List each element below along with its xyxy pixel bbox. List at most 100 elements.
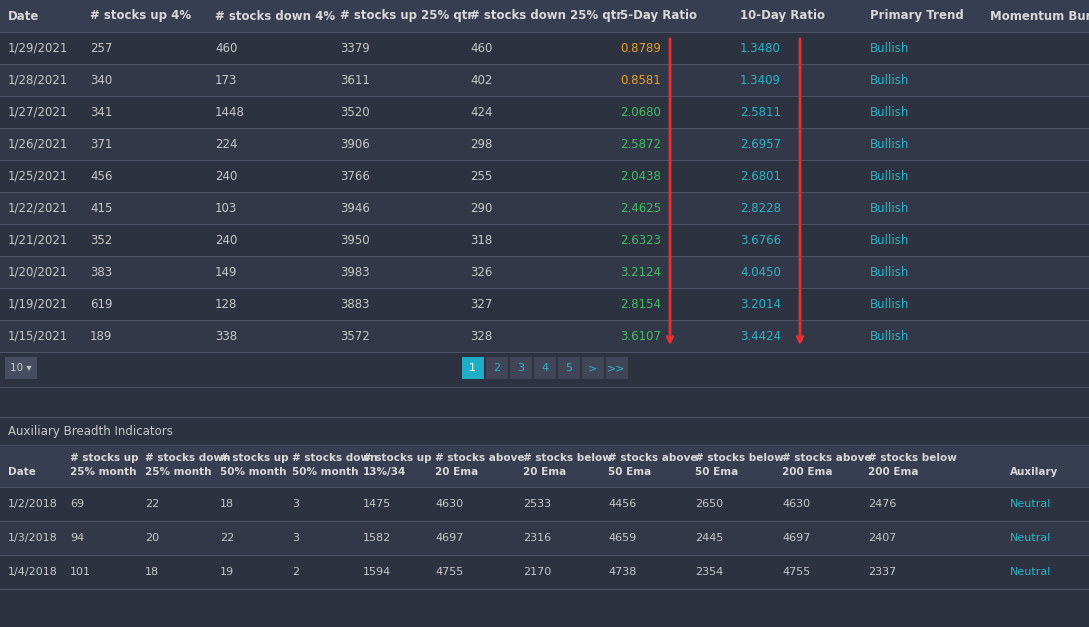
Text: 456: 456 xyxy=(90,169,112,182)
Text: 1/3/2018: 1/3/2018 xyxy=(8,533,58,543)
Text: 50 Ema: 50 Ema xyxy=(608,467,651,477)
Text: 2533: 2533 xyxy=(523,499,551,509)
Bar xyxy=(0,96,1089,128)
Text: 328: 328 xyxy=(470,330,492,342)
Text: Bullish: Bullish xyxy=(870,73,909,87)
Text: 2354: 2354 xyxy=(695,567,723,577)
Text: Bullish: Bullish xyxy=(870,105,909,119)
Text: # stocks above: # stocks above xyxy=(435,453,525,463)
Text: 3520: 3520 xyxy=(340,105,369,119)
Text: # stocks up 25% qtr: # stocks up 25% qtr xyxy=(340,9,474,23)
Text: >>: >> xyxy=(608,363,626,373)
Bar xyxy=(0,128,1089,160)
Text: 101: 101 xyxy=(70,567,91,577)
Bar xyxy=(0,555,1089,589)
Text: # stocks down: # stocks down xyxy=(292,453,378,463)
Text: 1/4/2018: 1/4/2018 xyxy=(8,567,58,577)
Text: 1/20/2021: 1/20/2021 xyxy=(8,265,69,278)
Text: 0.8789: 0.8789 xyxy=(620,41,661,55)
Text: 3379: 3379 xyxy=(340,41,370,55)
Text: Bullish: Bullish xyxy=(870,265,909,278)
Text: # stocks below: # stocks below xyxy=(695,453,784,463)
Text: 2445: 2445 xyxy=(695,533,723,543)
Text: 4659: 4659 xyxy=(608,533,636,543)
Text: 2170: 2170 xyxy=(523,567,551,577)
Text: 50 Ema: 50 Ema xyxy=(695,467,738,477)
Text: # stocks down 4%: # stocks down 4% xyxy=(215,9,335,23)
Text: 2: 2 xyxy=(292,567,299,577)
Text: 383: 383 xyxy=(90,265,112,278)
Text: 103: 103 xyxy=(215,201,237,214)
Text: 1/21/2021: 1/21/2021 xyxy=(8,233,69,246)
Text: 1/25/2021: 1/25/2021 xyxy=(8,169,69,182)
Text: 2650: 2650 xyxy=(695,499,723,509)
Text: 3983: 3983 xyxy=(340,265,369,278)
Text: 4.0450: 4.0450 xyxy=(741,265,781,278)
Text: 128: 128 xyxy=(215,297,237,310)
Text: # stocks up: # stocks up xyxy=(363,453,431,463)
Bar xyxy=(0,487,1089,521)
Text: # stocks down 25% qtr: # stocks down 25% qtr xyxy=(470,9,622,23)
Text: 18: 18 xyxy=(220,499,234,509)
Text: 4697: 4697 xyxy=(782,533,810,543)
Text: 4697: 4697 xyxy=(435,533,464,543)
Text: 1.3480: 1.3480 xyxy=(741,41,781,55)
Bar xyxy=(0,320,1089,352)
Text: # stocks down: # stocks down xyxy=(145,453,231,463)
Bar xyxy=(0,389,1089,417)
Text: 424: 424 xyxy=(470,105,492,119)
Text: 19: 19 xyxy=(220,567,234,577)
Bar xyxy=(462,357,484,379)
Text: 20 Ema: 20 Ema xyxy=(435,467,478,477)
Text: 4: 4 xyxy=(541,363,548,373)
Text: Neutral: Neutral xyxy=(1010,499,1051,509)
Text: >: > xyxy=(588,363,597,373)
Text: 3766: 3766 xyxy=(340,169,370,182)
Text: 402: 402 xyxy=(470,73,492,87)
Text: 2316: 2316 xyxy=(523,533,551,543)
Text: 2.0438: 2.0438 xyxy=(620,169,661,182)
Text: 3.2014: 3.2014 xyxy=(741,297,781,310)
Text: 460: 460 xyxy=(470,41,492,55)
Text: Bullish: Bullish xyxy=(870,201,909,214)
Text: 1/2/2018: 1/2/2018 xyxy=(8,499,58,509)
Text: 1/26/2021: 1/26/2021 xyxy=(8,137,69,150)
Text: Bullish: Bullish xyxy=(870,169,909,182)
Text: 1/22/2021: 1/22/2021 xyxy=(8,201,69,214)
Bar xyxy=(0,160,1089,192)
Text: 3611: 3611 xyxy=(340,73,370,87)
Text: 3: 3 xyxy=(292,533,299,543)
Text: 341: 341 xyxy=(90,105,112,119)
Text: Bullish: Bullish xyxy=(870,330,909,342)
Bar xyxy=(0,256,1089,288)
Text: Neutral: Neutral xyxy=(1010,533,1051,543)
Bar xyxy=(0,521,1089,555)
Text: 2476: 2476 xyxy=(868,499,896,509)
Text: 5: 5 xyxy=(565,363,572,373)
Text: 1: 1 xyxy=(469,363,476,373)
Text: Primary Trend: Primary Trend xyxy=(870,9,964,23)
Text: 3950: 3950 xyxy=(340,233,369,246)
Bar xyxy=(534,357,555,379)
Text: 69: 69 xyxy=(70,499,84,509)
Bar xyxy=(558,357,579,379)
Text: 2.5872: 2.5872 xyxy=(620,137,661,150)
Bar xyxy=(486,357,507,379)
Text: 173: 173 xyxy=(215,73,237,87)
Text: 257: 257 xyxy=(90,41,112,55)
Text: # stocks below: # stocks below xyxy=(868,453,957,463)
Text: 1448: 1448 xyxy=(215,105,245,119)
Text: 2: 2 xyxy=(493,363,500,373)
Text: 10 ▾: 10 ▾ xyxy=(10,363,32,373)
Bar xyxy=(0,224,1089,256)
Text: 3906: 3906 xyxy=(340,137,370,150)
Text: Bullish: Bullish xyxy=(870,137,909,150)
Text: 3572: 3572 xyxy=(340,330,370,342)
Text: 50% month: 50% month xyxy=(292,467,358,477)
Text: 2337: 2337 xyxy=(868,567,896,577)
Text: 1/19/2021: 1/19/2021 xyxy=(8,297,69,310)
Text: 240: 240 xyxy=(215,233,237,246)
Text: 4755: 4755 xyxy=(782,567,810,577)
Bar xyxy=(0,288,1089,320)
Text: 0.8581: 0.8581 xyxy=(620,73,661,87)
